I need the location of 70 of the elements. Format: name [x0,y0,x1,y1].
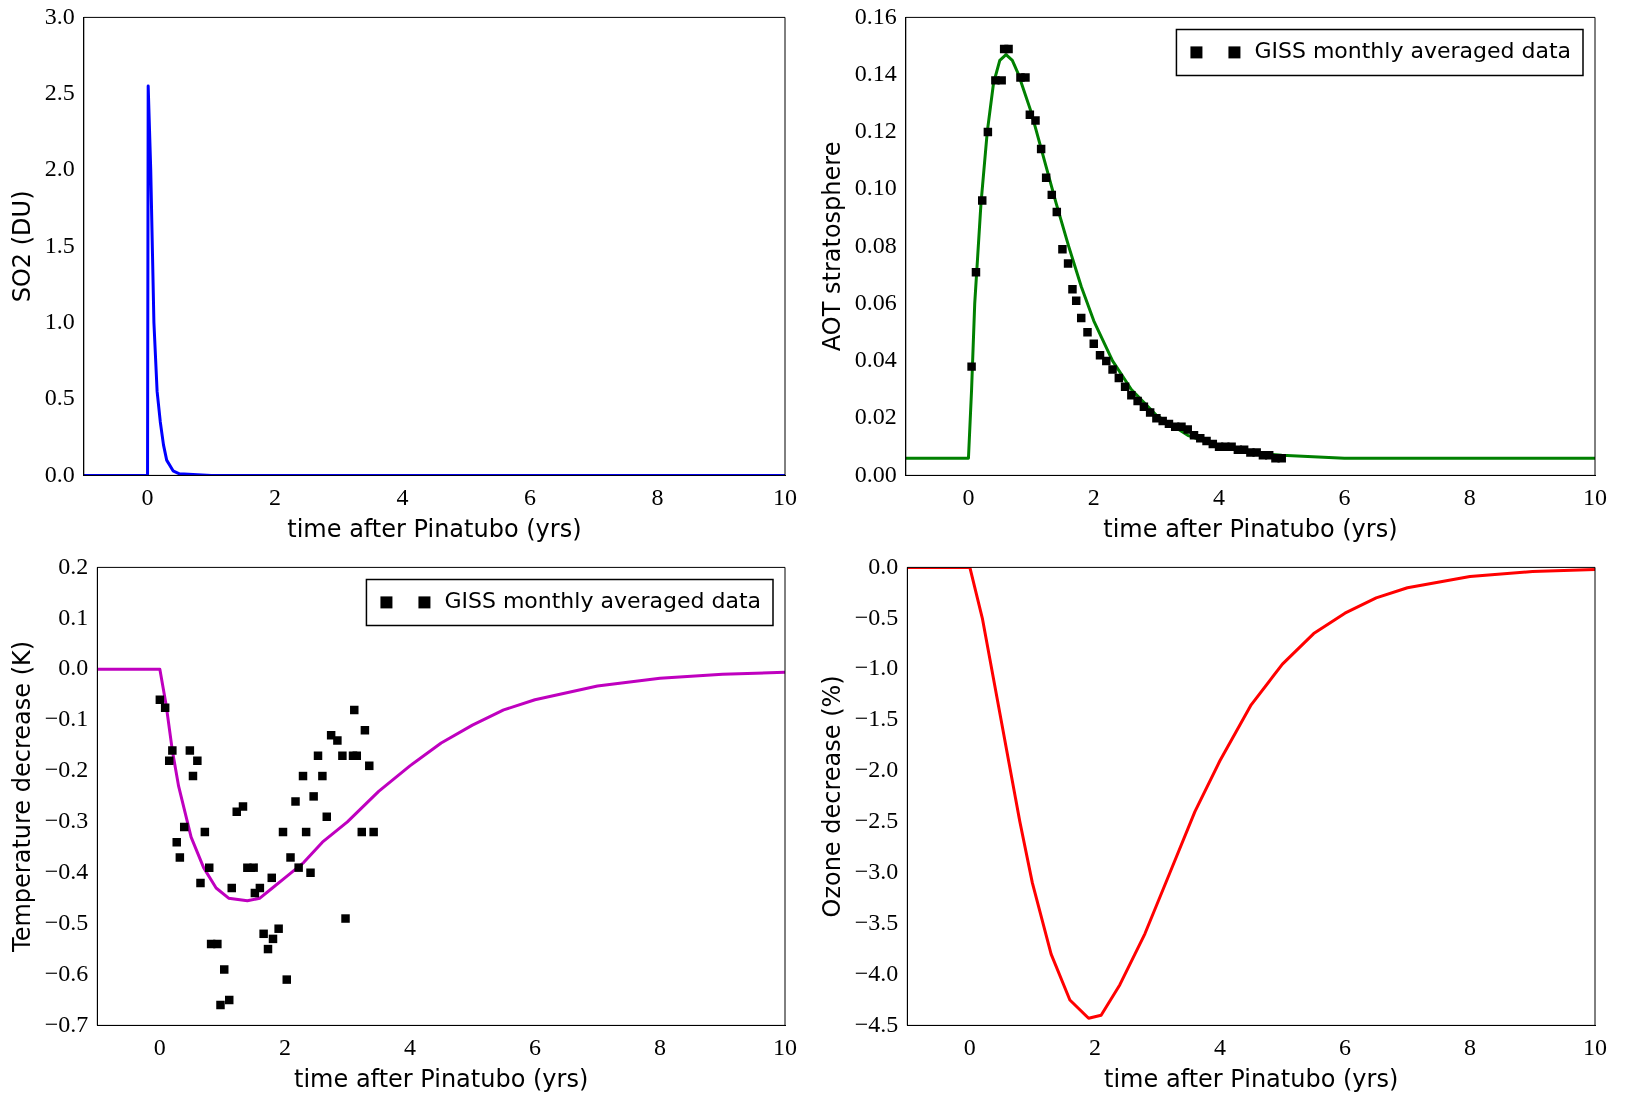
y-tick-label: −0.5 [44,908,89,935]
y-tick-label: 0.06 [854,288,897,315]
legend-label: GISS monthly averaged data [1254,38,1571,64]
y-tick-label: −0.7 [44,1010,89,1037]
x-tick-label: 4 [1213,1034,1226,1061]
y-axis-title: AOT stratosphere [817,141,846,352]
y-axis-title: SO2 (DU) [7,190,36,303]
x-tick-label: 6 [524,484,537,511]
y-tick-label: −0.1 [44,705,89,732]
x-tick-label: 2 [1087,484,1100,511]
y-tick-label: 0.0 [58,654,89,681]
x-tick-label: 8 [1463,1034,1476,1061]
y-tick-label: 1.0 [44,308,75,335]
y-tick-label: 0.00 [854,460,897,487]
x-tick-label: 0 [962,484,975,511]
y-tick-label: 0.12 [854,117,897,144]
x-tick-label: 4 [1213,484,1226,511]
x-tick-label: 8 [651,484,664,511]
y-tick-label: 0.10 [854,174,897,201]
x-tick-label: 10 [773,484,797,511]
x-tick-label: 10 [773,1034,797,1061]
y-tick-label: 0.08 [854,231,897,258]
x-tick-label: 6 [528,1034,541,1061]
x-tick-label: 0 [141,484,154,511]
y-tick-label: −3.0 [854,858,899,885]
x-axis-title: time after Pinatubo (yrs) [1103,514,1398,543]
y-tick-label: 0.16 [854,2,897,29]
y-tick-label: −0.6 [44,959,89,986]
x-tick-label: 2 [278,1034,291,1061]
y-tick-label: −0.3 [44,807,89,834]
x-tick-label: 0 [963,1034,976,1061]
x-tick-label: 6 [1338,484,1351,511]
y-tick-label: −4.5 [854,1010,899,1037]
y-tick-label: −2.5 [854,807,899,834]
y-tick-label: 0.2 [58,552,89,579]
x-tick-label: 4 [396,484,409,511]
x-tick-label: 6 [1338,1034,1351,1061]
y-tick-label: 3.0 [44,2,75,29]
y-tick-label: 0.02 [854,403,897,430]
y-tick-label: 1.5 [44,231,75,258]
y-axis-title: Ozone decrease (%) [817,675,846,918]
y-tick-label: −4.0 [854,959,899,986]
y-tick-label: 0.1 [58,603,89,630]
y-tick-label: 0.0 [868,552,899,579]
y-tick-label: −0.2 [44,756,89,783]
x-tick-label: 10 [1583,484,1607,511]
y-tick-label: 0.14 [854,59,897,86]
x-tick-label: 10 [1583,1034,1607,1061]
x-tick-label: 8 [1463,484,1476,511]
x-tick-label: 4 [403,1034,416,1061]
y-tick-label: −1.5 [854,705,899,732]
y-tick-label: 0.0 [44,460,75,487]
y-tick-label: −0.4 [44,858,89,885]
x-axis-title: time after Pinatubo (yrs) [287,514,582,543]
y-tick-label: −1.0 [854,654,899,681]
x-tick-label: 2 [1088,1034,1101,1061]
x-axis-title: time after Pinatubo (yrs) [1104,1064,1399,1093]
y-tick-label: 2.5 [44,79,75,106]
y-tick-label: 0.04 [854,346,897,373]
y-tick-label: −0.5 [854,603,899,630]
y-axis-title: Temperature decrease (K) [7,640,36,953]
y-tick-label: −2.0 [854,756,899,783]
x-tick-label: 2 [269,484,282,511]
x-tick-label: 0 [153,1034,166,1061]
x-axis-title: time after Pinatubo (yrs) [294,1064,589,1093]
y-tick-label: −3.5 [854,908,899,935]
x-tick-label: 8 [653,1034,666,1061]
legend-label: GISS monthly averaged data [444,588,761,614]
y-tick-label: 2.0 [44,155,75,182]
y-tick-label: 0.5 [44,384,75,411]
